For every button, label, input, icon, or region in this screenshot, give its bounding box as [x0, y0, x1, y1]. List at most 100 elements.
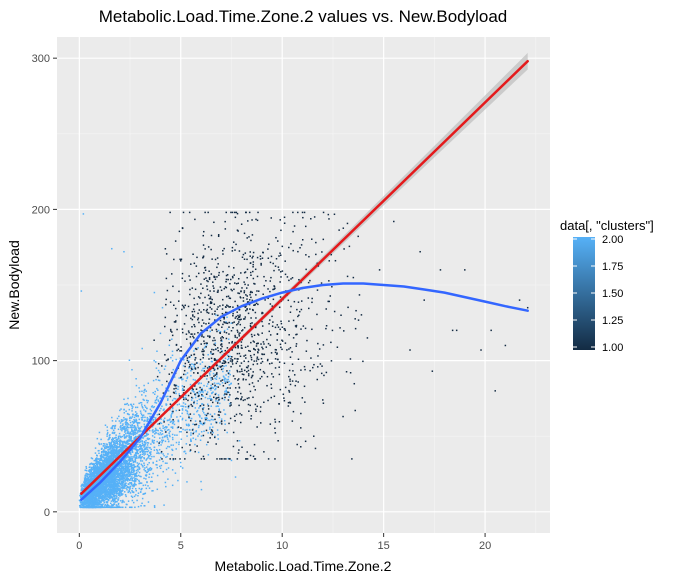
- data-point-cluster-2: [125, 427, 128, 429]
- data-point-cluster-2: [84, 502, 87, 505]
- data-point-cluster-2: [143, 468, 145, 471]
- data-point-cluster-2: [100, 503, 102, 505]
- data-point-cluster-2: [163, 420, 166, 422]
- data-point-cluster-2: [128, 473, 130, 476]
- data-point-cluster-2: [131, 451, 134, 453]
- data-point-cluster-2: [104, 443, 106, 445]
- data-point-cluster-2: [204, 396, 207, 399]
- data-point-cluster-2: [121, 456, 124, 458]
- data-point-cluster-2: [108, 496, 110, 499]
- data-point-cluster-2: [143, 425, 146, 428]
- data-point-cluster-2: [84, 503, 87, 506]
- data-point-cluster-2: [132, 426, 134, 429]
- data-point-cluster-2: [163, 426, 166, 429]
- data-point-cluster-2: [135, 436, 137, 438]
- data-point-cluster-2: [143, 450, 145, 453]
- data-point-cluster-2: [120, 461, 123, 464]
- data-point-cluster-2: [85, 467, 88, 470]
- data-point-cluster-2: [104, 445, 106, 447]
- data-point-cluster-2: [129, 457, 132, 460]
- data-point-cluster-2: [97, 470, 99, 473]
- data-point-cluster-2: [122, 463, 124, 466]
- data-point-cluster-2: [95, 489, 97, 492]
- data-point-cluster-2: [174, 398, 177, 400]
- data-point-cluster-2: [107, 483, 110, 485]
- data-point-cluster-2: [146, 444, 149, 446]
- data-point-cluster-2: [106, 503, 109, 506]
- data-point-cluster-2: [226, 391, 228, 394]
- data-point-cluster-2: [143, 492, 145, 495]
- data-point-cluster-2: [136, 432, 138, 435]
- data-point-cluster-2: [96, 468, 99, 471]
- data-point-cluster-2: [113, 492, 116, 495]
- data-point-cluster-2: [135, 489, 138, 492]
- data-point-cluster-2: [221, 350, 223, 352]
- data-point-cluster-2: [111, 484, 113, 487]
- data-point-cluster-2: [127, 500, 130, 502]
- data-point-cluster-2: [134, 433, 137, 435]
- data-point-cluster-2: [103, 487, 106, 490]
- data-point-cluster-2: [132, 467, 135, 469]
- data-point-cluster-2: [135, 429, 137, 432]
- data-point-cluster-2: [126, 440, 129, 442]
- data-point-cluster-2: [147, 450, 150, 452]
- data-point-cluster-2: [131, 476, 133, 478]
- data-point-cluster-2: [92, 465, 95, 468]
- data-point-cluster-2: [119, 457, 122, 460]
- data-point-cluster-2: [117, 480, 120, 482]
- data-point-cluster-2: [101, 498, 104, 500]
- data-point-cluster-2: [122, 481, 125, 484]
- data-point-cluster-2: [101, 467, 103, 470]
- data-point-cluster-2: [84, 479, 87, 482]
- data-point-cluster-2: [152, 472, 154, 475]
- data-point-cluster-2: [117, 503, 120, 506]
- data-point-cluster-2: [124, 464, 127, 467]
- data-point-cluster-2: [128, 461, 131, 464]
- data-point-cluster-2: [150, 480, 152, 483]
- data-point-cluster-2: [162, 409, 165, 411]
- data-point-cluster-2: [108, 493, 111, 495]
- data-point-cluster-2: [99, 470, 102, 473]
- data-point-cluster-2: [97, 478, 100, 481]
- data-point-cluster-2: [120, 428, 122, 431]
- data-point-cluster-2: [191, 389, 193, 392]
- data-point-cluster-2: [138, 390, 141, 393]
- data-point-cluster-2: [129, 487, 131, 489]
- data-point-cluster-2: [124, 430, 126, 432]
- data-point-cluster-2: [151, 490, 153, 492]
- data-point-cluster-2: [105, 485, 107, 488]
- data-point-cluster-2: [131, 430, 133, 433]
- data-point-cluster-2: [136, 475, 138, 478]
- data-point-cluster-2: [122, 479, 125, 482]
- data-point-cluster-2: [150, 421, 152, 423]
- data-point-cluster-2: [128, 413, 130, 416]
- data-point-cluster-2: [122, 486, 124, 488]
- data-point-cluster-2: [109, 481, 112, 484]
- data-point-cluster-2: [108, 480, 111, 482]
- data-point-cluster-2: [126, 468, 129, 470]
- data-point-cluster-2: [103, 449, 105, 451]
- data-point-cluster-2: [139, 450, 142, 453]
- data-point-cluster-2: [150, 423, 152, 426]
- data-point-cluster-2: [160, 397, 163, 399]
- data-point-cluster-2: [96, 498, 98, 501]
- data-point-cluster-2: [97, 487, 99, 490]
- data-point-cluster-2: [115, 497, 118, 499]
- data-point-cluster-2: [132, 422, 135, 424]
- data-point-cluster-2: [101, 483, 104, 486]
- data-point-cluster-2: [111, 460, 113, 462]
- data-point-cluster-2: [118, 452, 121, 455]
- data-point-cluster-2: [131, 420, 134, 423]
- data-point-cluster-2: [124, 422, 127, 424]
- data-point-cluster-2: [125, 432, 127, 435]
- data-point-cluster-2: [89, 496, 92, 499]
- data-point-cluster-2: [116, 483, 119, 486]
- data-point-cluster-2: [136, 424, 139, 426]
- data-point-cluster-2: [128, 459, 131, 462]
- data-point-cluster-2: [202, 367, 204, 370]
- data-point-cluster-2: [110, 500, 113, 502]
- data-point-cluster-2: [97, 486, 100, 488]
- data-point-cluster-2: [113, 432, 115, 435]
- data-point-cluster-2: [200, 390, 203, 392]
